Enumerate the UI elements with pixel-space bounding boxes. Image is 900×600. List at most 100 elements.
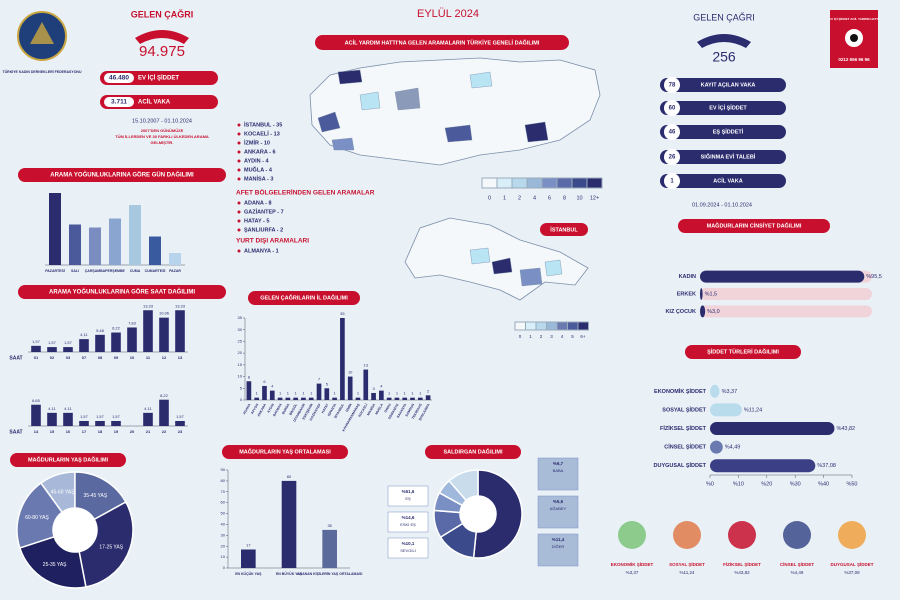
legend-swatch (511, 177, 528, 189)
note: 2007'DEN GÜNÜMÜZE (141, 128, 184, 133)
period: 15.10.2007 - 01.10.2024 (132, 118, 192, 124)
value-label: 1 (310, 391, 313, 396)
value-label: 1 (357, 391, 360, 396)
y-tick-label: 90 (221, 467, 226, 472)
icon-label: DUYGUSAL ŞİDDET (831, 561, 874, 567)
x-tick-label: PAZARTESİ (45, 269, 65, 273)
x-tick-label: PAZAR (169, 269, 181, 273)
value-label: %1,5 (705, 291, 718, 297)
callout-box (387, 537, 429, 559)
bar (301, 397, 306, 400)
callout-label: ESKİ EŞ (400, 522, 416, 527)
value-label: 6,22 (112, 326, 121, 331)
stat-value-circle (664, 149, 680, 165)
x-tick-label: 09 (114, 355, 119, 360)
bar (63, 412, 73, 426)
legend-label: 6+ (580, 334, 586, 339)
value-label: 1,57 (48, 340, 57, 345)
map-title: ACİL YARDIM HATTI'NA GELEN ARAMALARIN TÜ… (345, 38, 540, 46)
chart-title: ARAMA YOĞUNLUKLARINA GÖRE SAAT DAĞILIMI (49, 288, 195, 296)
bar-track (700, 305, 872, 318)
value-label: 1,57 (64, 340, 73, 345)
x-tick-label: 14 (34, 429, 39, 434)
value-label: %3,0 (707, 309, 720, 315)
bar (394, 397, 400, 400)
list-item: MANİSA - 3 (244, 175, 273, 182)
legend-swatch (571, 177, 588, 189)
bar (355, 397, 361, 400)
slice-label: 35-45 YAŞ (83, 493, 107, 499)
x-tick-label: 12 (162, 355, 167, 360)
bar (281, 480, 297, 568)
logo-emblem (30, 22, 54, 44)
bar (109, 218, 121, 265)
x-tick-label: %50 (846, 481, 857, 487)
bar (262, 385, 267, 400)
value-label: 4 (271, 384, 274, 389)
y-tick-label: 25 (238, 338, 243, 343)
page-title: EYLÜL 2024 (417, 8, 479, 20)
bullet (237, 141, 241, 145)
legend-swatch (556, 321, 568, 331)
x-tick-label: %10 (733, 481, 744, 487)
x-tick-label: 07 (82, 355, 87, 360)
y-tick-label: 30 (221, 532, 226, 537)
legend-swatch (514, 321, 526, 331)
x-tick-label: KOCAELİ (358, 403, 369, 418)
logo-text: TÜRKİYE KADIN DERNEKLERİ FEDERASYONU (3, 70, 82, 74)
bar (95, 420, 105, 426)
bar (169, 253, 181, 265)
x-tick-label: %0 (706, 481, 714, 487)
x-tick-label: 21 (146, 429, 151, 434)
chart-title: SALDIRGAN DAĞILIMI (444, 447, 503, 455)
note: GELMİŞTİR. (151, 140, 174, 145)
stat-value: 1 (670, 179, 674, 185)
x-tick-label: SALI (71, 269, 79, 273)
bullet (237, 219, 241, 223)
y-tick-label: 30 (238, 327, 243, 332)
stat-pill (660, 78, 786, 92)
bar (710, 459, 816, 473)
slice-label: 60-80 YAŞ (25, 515, 49, 521)
bullet (237, 168, 241, 172)
list-item: ADANA - 8 (244, 200, 272, 206)
x-tick-label: 08 (98, 355, 103, 360)
legend-label: 4 (533, 195, 536, 201)
bar (700, 288, 703, 300)
banner (678, 219, 830, 233)
value-label: %3,37 (722, 389, 738, 395)
x-tick-label: 20 (130, 429, 135, 434)
bar (363, 369, 369, 400)
legend-swatch (535, 321, 547, 331)
value-label: 4,11 (64, 406, 72, 411)
x-tick-label: 19 (114, 429, 119, 434)
stat-value: 60 (669, 106, 676, 112)
y-tick-label: 20 (221, 543, 226, 548)
y-tick-label: EKONOMİK ŞİDDET (654, 388, 707, 395)
donut-hole (460, 496, 496, 532)
y-tick-label: 15 (238, 362, 243, 367)
callout-value: %5,6 (553, 499, 564, 504)
calls-total: 256 (712, 49, 736, 65)
province (394, 87, 421, 111)
bar (316, 383, 322, 400)
icon (838, 521, 866, 549)
province (331, 137, 355, 151)
y-tick-label: DUYGUSAL ŞİDDET (654, 462, 707, 469)
bar (269, 390, 275, 400)
x-tick-label: SAMSUN (405, 402, 416, 417)
bar (710, 384, 720, 398)
x-tick-label: MUĞLA (374, 402, 385, 416)
district (544, 259, 563, 277)
bar (31, 345, 41, 352)
icon (618, 521, 646, 549)
y-tick-label: 40 (221, 522, 226, 527)
bar (49, 193, 61, 265)
district (519, 267, 543, 287)
istanbul-map (404, 217, 589, 301)
bar (700, 270, 865, 283)
bar (31, 404, 41, 426)
stat-label: ACİL VAKA (713, 177, 742, 184)
bar (143, 310, 153, 352)
value-label: %37,08 (817, 463, 836, 469)
